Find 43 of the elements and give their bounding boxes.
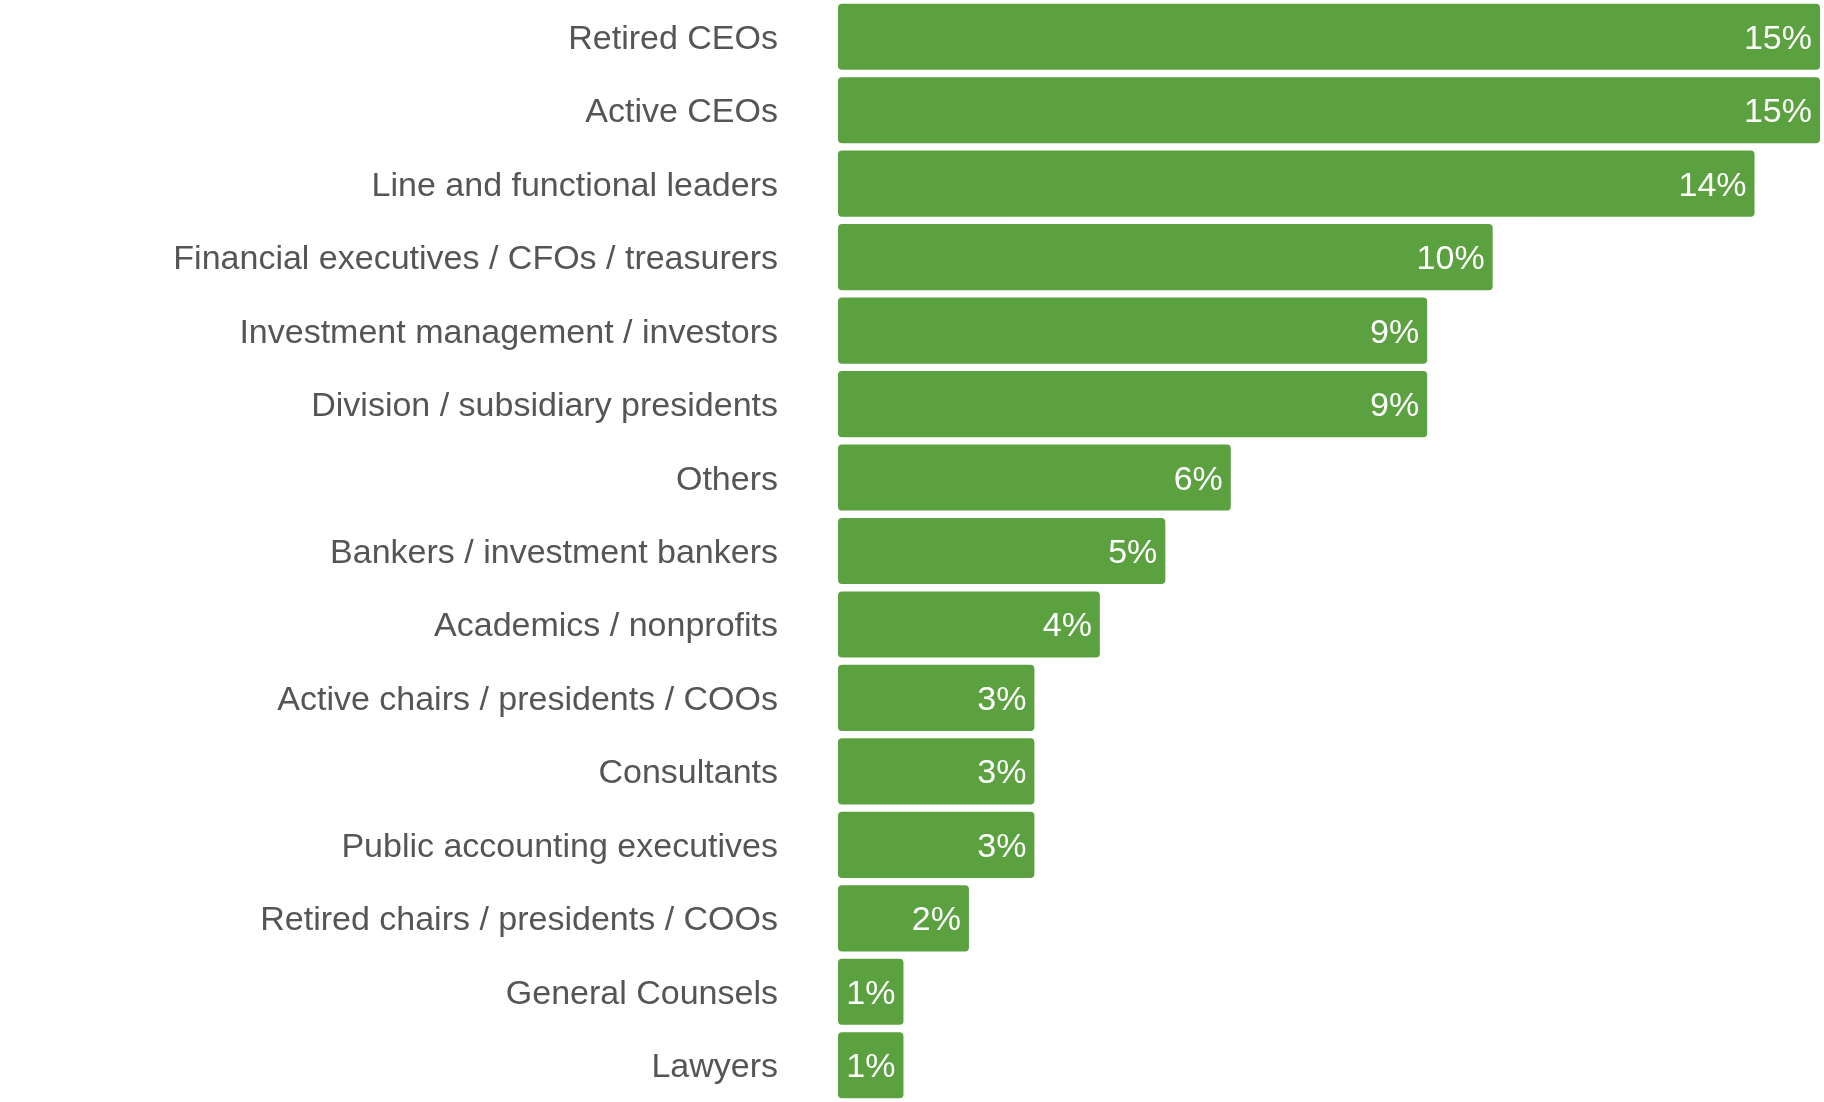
y-tick-label: Public accounting executives — [341, 825, 778, 864]
bar — [838, 885, 969, 952]
y-tick-label: Others — [675, 458, 778, 497]
y-tick-label: General Counsels — [505, 972, 778, 1011]
data-label: 10% — [1416, 238, 1485, 277]
data-label: 15% — [1743, 91, 1812, 130]
bar — [838, 444, 1231, 511]
y-tick-label: Financial executives / CFOs / treasurers — [173, 238, 778, 277]
data-label: 2% — [911, 899, 961, 938]
y-tick-label: Consultants — [598, 752, 778, 791]
bar — [838, 297, 1428, 364]
data-label: 3% — [977, 752, 1027, 791]
y-tick-label: Division / subsidiary presidents — [311, 385, 778, 424]
data-label: 4% — [1042, 605, 1092, 644]
y-tick-label: Lawyers — [651, 1046, 778, 1085]
bar — [838, 3, 1820, 70]
data-label: 1% — [846, 972, 896, 1011]
data-label: 6% — [1173, 458, 1223, 497]
bar — [838, 738, 1035, 805]
bar — [838, 77, 1820, 144]
data-label: 1% — [846, 1046, 896, 1085]
bar — [838, 224, 1493, 291]
data-label: 9% — [1370, 311, 1420, 350]
bar — [838, 371, 1428, 438]
bar — [838, 591, 1100, 658]
y-tick-label: Bankers / investment bankers — [330, 532, 778, 570]
data-label: 3% — [977, 678, 1027, 717]
bar — [838, 811, 1035, 878]
bar — [838, 517, 1166, 585]
y-tick-label: Retired chairs / presidents / COOs — [260, 899, 778, 938]
y-tick-label: Active chairs / presidents / COOs — [277, 678, 778, 717]
y-tick-label: Investment management / investors — [239, 311, 778, 350]
y-tick-label: Active CEOs — [585, 91, 778, 130]
data-label: 15% — [1743, 17, 1812, 56]
data-label: 9% — [1370, 385, 1420, 424]
data-label: 3% — [977, 825, 1027, 864]
y-tick-label: Academics / nonprofits — [434, 605, 778, 644]
y-tick-label: Line and functional leaders — [371, 164, 778, 203]
data-label: 5% — [1108, 532, 1158, 570]
data-label: 14% — [1678, 164, 1747, 203]
bar — [838, 150, 1755, 217]
bar — [838, 664, 1035, 731]
y-tick-label: Retired CEOs — [568, 17, 778, 56]
